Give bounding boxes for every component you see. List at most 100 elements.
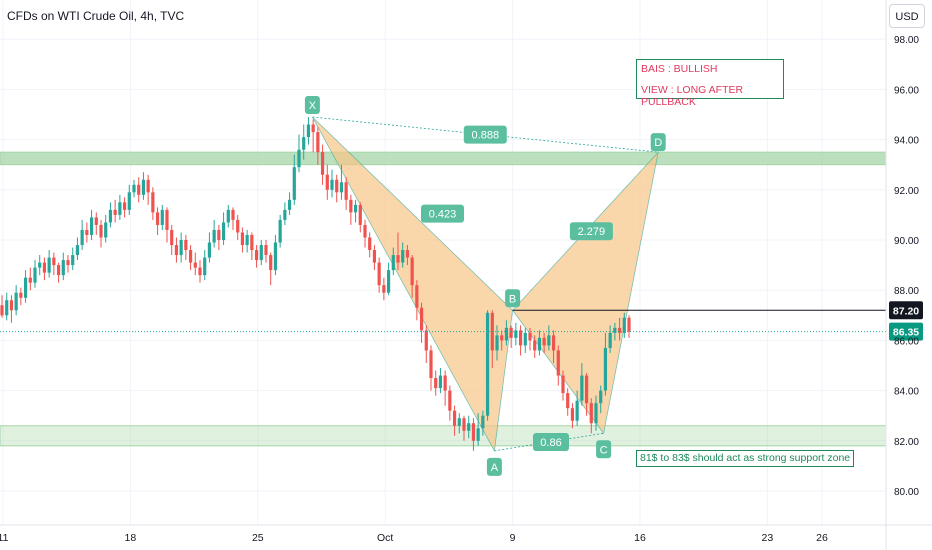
candle-body (424, 330, 428, 351)
candle-body (188, 250, 193, 263)
candle-body (56, 265, 61, 276)
candle-body (358, 204, 362, 225)
candle-body (42, 262, 47, 273)
candle-body (127, 192, 131, 210)
y-tick-label: 80.00 (894, 487, 919, 498)
bias-text: BAIS : BULLISH (641, 63, 718, 75)
candle-body (75, 245, 80, 256)
candle-body (504, 327, 509, 341)
candle-body (547, 335, 551, 346)
candle-body (179, 240, 183, 256)
x-tick-label: 9 (510, 532, 516, 544)
y-tick-label: 92.00 (894, 186, 919, 197)
ratio-label: 0.888 (472, 130, 500, 142)
candle-body (580, 375, 584, 401)
candle-body (415, 285, 419, 308)
candle-body (382, 285, 386, 293)
candle-body (71, 255, 75, 266)
candle-body (368, 237, 372, 251)
y-tick-label: 94.00 (894, 136, 919, 147)
candle-body (28, 277, 32, 283)
candle-body (250, 234, 254, 251)
candle-body (240, 232, 245, 246)
candle-body (509, 327, 513, 338)
y-tick-label: 84.00 (894, 387, 919, 398)
y-tick-label: 98.00 (894, 35, 919, 46)
ratio-label-bg (533, 433, 569, 452)
x-tick-label: 11 (0, 532, 9, 544)
candle-body (104, 222, 108, 238)
candle-body (462, 418, 466, 431)
candle-body (203, 257, 207, 276)
y-tick-label: 82.00 (894, 437, 919, 448)
candle-body (594, 403, 598, 424)
candle-body (617, 327, 622, 333)
candle-body (306, 124, 311, 138)
y-tick-label: 86.00 (894, 336, 919, 347)
candle-body (325, 174, 329, 190)
candle-body (551, 335, 556, 351)
candle-body (259, 245, 263, 261)
candle-body (0, 305, 4, 316)
candle-body (330, 179, 334, 190)
candlesticks (0, 117, 631, 451)
candle-body (457, 418, 461, 426)
candle-body (61, 260, 65, 276)
candle-body (297, 149, 301, 168)
ratio-label: 2.279 (578, 226, 606, 238)
candle-body (108, 209, 113, 223)
candle-body (608, 332, 612, 348)
candle-body (363, 224, 367, 238)
candle-body (170, 229, 174, 246)
harmonic-pattern (312, 116, 659, 453)
candle-body (316, 132, 320, 153)
candle-body (481, 415, 485, 429)
candle-body (264, 245, 268, 256)
candle-body (575, 400, 579, 421)
candle-body (485, 312, 490, 416)
candle-body (38, 262, 42, 268)
candle-body (226, 209, 230, 223)
y-tick-label: 96.00 (894, 85, 919, 96)
point-label-b: B (509, 293, 516, 305)
candle-body (99, 224, 103, 238)
candle-body (349, 199, 353, 213)
candle-body (198, 267, 202, 276)
candle-body (518, 330, 523, 346)
candle-body (52, 257, 56, 266)
point-label-x: X (309, 100, 317, 112)
ratio-label: 0.423 (429, 209, 457, 221)
candle-body (236, 219, 240, 233)
candle-body (118, 202, 122, 215)
chart-title: CFDs on WTI Crude Oil, 4h, TVC (7, 9, 185, 23)
ratio-label-bg (463, 125, 507, 144)
view-text: VIEW : LONG AFTER PULLBACK (641, 84, 744, 108)
zone-resistance (0, 151, 887, 166)
candle-body (613, 327, 617, 333)
candle-body (212, 229, 216, 243)
price-label: 87.20 (893, 305, 919, 317)
candle-body (566, 393, 570, 409)
price-levels: 87.20 86.35 (0, 301, 923, 341)
candle-body (47, 257, 51, 273)
candle-body (434, 378, 438, 389)
candle-body (476, 428, 480, 441)
candle-body (85, 229, 89, 235)
candle-body (160, 209, 164, 225)
candle-body (537, 337, 542, 351)
candle-body (155, 212, 160, 225)
candle-body (405, 250, 410, 258)
candle-body (542, 337, 546, 346)
currency-button[interactable]: USD (889, 4, 925, 28)
candle-body (66, 260, 70, 266)
candle-body (113, 209, 117, 215)
candle-body (401, 250, 405, 263)
candle-body (599, 390, 603, 404)
candle-body (94, 217, 98, 225)
candle-body (589, 403, 593, 424)
candle-body (19, 292, 23, 298)
candle-body (556, 350, 560, 376)
candle-body (438, 375, 443, 389)
